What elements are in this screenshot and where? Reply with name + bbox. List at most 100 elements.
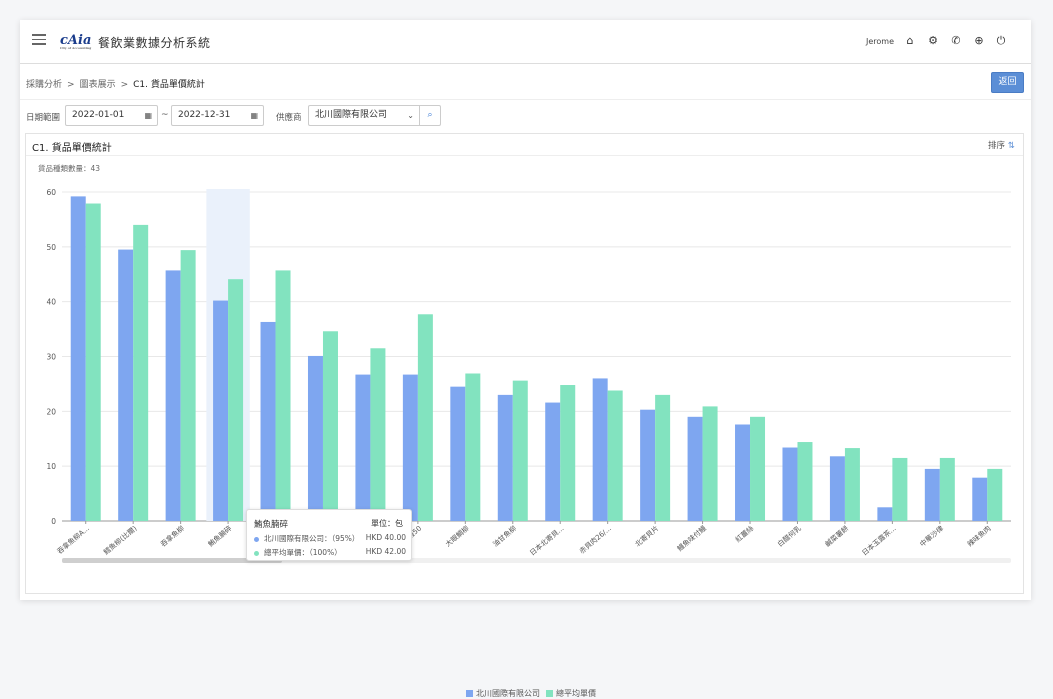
x-tick-label: 日本玉露茶... xyxy=(860,524,898,558)
x-tick-label: 吞拿魚柳 xyxy=(159,524,186,549)
x-tick-label: 北寄貝片 xyxy=(633,524,660,549)
gear-icon[interactable]: ⚙ xyxy=(928,34,938,47)
home-icon[interactable]: ⌂ xyxy=(906,34,914,47)
sort-button[interactable]: 排序 ⇅ xyxy=(988,141,1015,151)
bar-series-1 xyxy=(497,394,513,521)
search-icon: ⌕ xyxy=(427,110,433,120)
date-separator: ~ xyxy=(161,110,169,120)
date-from-input[interactable]: 2022-01-01 ▦ xyxy=(65,105,158,126)
bar-series-1 xyxy=(782,447,798,521)
bar-series-1 xyxy=(640,409,656,521)
tooltip-row: 北川國際有限公司：（95%） HKD 40.00 xyxy=(254,533,406,544)
chart-legend: 北川國際有限公司 總平均單價 xyxy=(466,688,596,699)
bar-series-1 xyxy=(972,477,988,521)
app-title: 餐飲業數據分析系統 xyxy=(98,36,211,50)
menu-toggle-icon[interactable] xyxy=(32,34,46,48)
bar-series-2 xyxy=(417,314,433,521)
bar-series-2 xyxy=(797,442,813,521)
bar-series-1 xyxy=(260,321,276,521)
bar-series-2 xyxy=(133,224,149,521)
bar-series-2 xyxy=(987,468,1003,521)
bar-series-2 xyxy=(275,270,291,521)
calendar-icon: ▦ xyxy=(144,111,152,120)
chart-tooltip: 鮪魚腩碎 單位：包 北川國際有限公司：（95%） HKD 40.00 總平均單價：… xyxy=(246,509,412,561)
bar-series-2 xyxy=(844,448,860,521)
x-tick-label: 油甘魚柳 xyxy=(491,524,518,549)
bar-series-1 xyxy=(165,270,181,521)
bar-series-2 xyxy=(512,380,528,521)
breadcrumb-item[interactable]: 圖表展示 xyxy=(79,80,116,90)
y-tick-label: 60 xyxy=(46,188,56,197)
bar-series-2 xyxy=(228,279,244,521)
back-button[interactable]: 返回 xyxy=(991,72,1024,93)
tooltip-title: 鮪魚腩碎 xyxy=(254,520,289,530)
bar-series-1 xyxy=(829,456,845,521)
legend-item[interactable]: 總平均單價 xyxy=(546,688,596,699)
y-tick-label: 20 xyxy=(46,407,56,416)
breadcrumb-item[interactable]: 採購分析 xyxy=(26,80,63,90)
x-tick-label: 鱈魚柳(比爾) xyxy=(102,523,139,556)
bar-series-1 xyxy=(877,507,893,521)
bar-series-2 xyxy=(85,203,101,521)
x-tick-label: 辣味魚肉 xyxy=(965,524,992,549)
search-button[interactable]: ⌕ xyxy=(420,105,441,126)
x-tick-label: 中華沙律 xyxy=(918,524,945,549)
bar-series-1 xyxy=(118,249,134,521)
app-window: cAia City of Accounting 餐飲業數據分析系統 Jerome … xyxy=(20,20,1031,698)
bar-series-2 xyxy=(892,457,908,521)
x-tick-label: 鰻魚味付鰻 xyxy=(675,524,708,553)
supplier-select[interactable]: 北川國際有限公司 ⌄ xyxy=(308,105,420,126)
bar-series-2 xyxy=(607,390,623,521)
globe-icon[interactable]: ⊕ xyxy=(974,34,984,47)
y-tick-label: 30 xyxy=(46,353,56,362)
chevron-down-icon: ⌄ xyxy=(407,111,414,120)
bar-series-1 xyxy=(687,416,703,521)
x-tick-label: 赤貝肉26/... xyxy=(577,524,613,556)
bar-series-1 xyxy=(735,424,751,521)
bar-series-2 xyxy=(560,385,576,521)
breadcrumb: 採購分析 > 圖表展示 > C1. 貨品單價統計 xyxy=(26,80,205,90)
bar-series-2 xyxy=(322,331,338,521)
sort-icon: ⇅ xyxy=(1007,141,1015,151)
breadcrumb-bar: 採購分析 > 圖表展示 > C1. 貨品單價統計 返回 xyxy=(20,64,1031,100)
tooltip-unit: 單位：包 xyxy=(371,519,403,528)
x-tick-label: 紅薑絲 xyxy=(733,524,755,544)
breadcrumb-current: C1. 貨品單價統計 xyxy=(133,80,205,90)
filter-bar: 日期範圍 2022-01-01 ▦ ~ 2022-12-31 ▦ 供應商 北川國際有… xyxy=(20,100,1031,128)
chart-scroll-thumb[interactable] xyxy=(62,558,282,563)
x-tick-label: 日本北寄貝... xyxy=(528,524,566,558)
bar-series-1 xyxy=(924,468,940,521)
power-icon[interactable]: ⏻ xyxy=(996,34,1006,47)
card-title: C1. 貨品單價統計 xyxy=(32,143,112,154)
y-tick-label: 50 xyxy=(46,243,56,252)
legend-item[interactable]: 北川國際有限公司 xyxy=(466,688,540,699)
supplier-label: 供應商 xyxy=(276,113,302,123)
x-tick-label: 吞拿魚柳A... xyxy=(55,524,91,556)
x-tick-label: 白醋何乳 xyxy=(776,524,803,549)
top-header: cAia City of Accounting 餐飲業數據分析系統 Jerome … xyxy=(20,20,1031,64)
chart-card: C1. 貨品單價統計 排序 ⇅ 貨品種類數量：43 0 10 20 30 40 50 60 吞拿… xyxy=(25,133,1024,698)
bar-series-2 xyxy=(655,394,671,521)
calendar-icon: ▦ xyxy=(250,111,258,120)
bar-series-2 xyxy=(370,348,386,521)
y-tick-label: 40 xyxy=(46,298,56,307)
bar-series-1 xyxy=(545,402,561,521)
bar-series-1 xyxy=(402,374,418,521)
bar-series-1 xyxy=(307,355,323,521)
date-range-label: 日期範圍 xyxy=(26,113,61,123)
y-tick-label: 0 xyxy=(51,517,56,526)
y-tick-label: 10 xyxy=(46,462,56,471)
bar-series-1 xyxy=(70,196,86,521)
bar-series-1 xyxy=(592,378,608,521)
bar-series-1 xyxy=(213,300,229,521)
bar-series-2 xyxy=(702,406,718,521)
bar-series-2 xyxy=(939,457,955,521)
bar-chart: 貨品種類數量：43 0 10 20 30 40 50 60 吞拿魚柳A... 鱈魚柳(比爾) 吞拿魚… xyxy=(38,163,1011,563)
logo: cAia City of Accounting xyxy=(60,33,92,50)
phone-icon[interactable]: ✆ xyxy=(951,34,961,47)
date-to-input[interactable]: 2022-12-31 ▦ xyxy=(171,105,264,126)
tooltip-row: 總平均單價：（100%） HKD 42.00 xyxy=(254,547,406,558)
x-tick-label: 大眼鯛柳 xyxy=(443,524,470,549)
user-name[interactable]: Jerome xyxy=(866,37,895,46)
bar-series-2 xyxy=(465,373,481,521)
